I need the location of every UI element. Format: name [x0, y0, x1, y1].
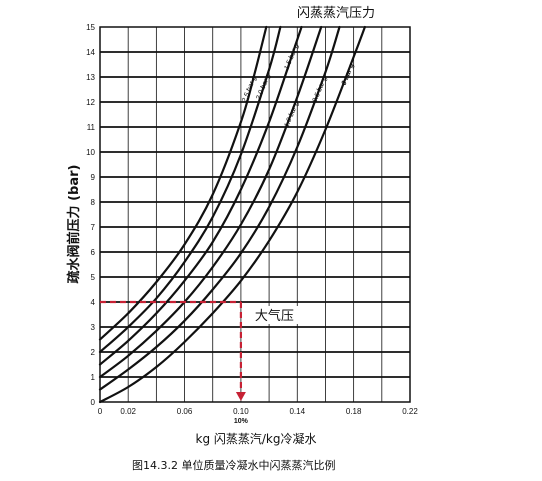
- curve-line: [98, 25, 323, 379]
- y-axis-label: 疏水阀前压力 (bar): [66, 165, 82, 284]
- curves: [98, 25, 366, 404]
- y-tick-label: 0: [91, 398, 96, 407]
- x-tick-label: 0.22: [402, 407, 418, 416]
- plot-frame: [99, 26, 411, 403]
- y-tick-label: 10: [86, 148, 95, 157]
- y-tick-label: 4: [91, 298, 96, 307]
- y-tick-label: 5: [91, 273, 96, 282]
- x-tick-label: 0: [98, 407, 103, 416]
- y-tick-label: 7: [91, 223, 96, 232]
- curve-label: 0.5 bar g: [312, 75, 329, 103]
- y-tick-label: 9: [91, 173, 96, 182]
- figure-caption: 图14.3.2 单位质量冷凝水中闪蒸蒸汽比例: [132, 458, 335, 472]
- annotation-arrow-icon: [235, 392, 246, 401]
- curve-label: 1.0 bar g: [283, 100, 300, 128]
- x-tick-label: 0.02: [120, 407, 136, 416]
- x-tick-label: 0.10: [233, 407, 249, 416]
- y-tick-label: 8: [91, 198, 96, 207]
- y-tick-label: 1: [91, 373, 96, 382]
- atmospheric-annotation: 大气压 10%: [100, 300, 309, 425]
- y-tick-label: 12: [86, 98, 95, 107]
- grid: [99, 26, 411, 403]
- x-tick-label: 0.14: [289, 407, 305, 416]
- y-tick-label: 15: [86, 23, 95, 32]
- chart-title: 闪蒸蒸汽压力: [297, 6, 375, 21]
- curve-line: [98, 25, 366, 404]
- curve-label: 1.5 bar g: [283, 43, 300, 71]
- ten-percent-label: 10%: [234, 418, 249, 425]
- curve-line: [98, 25, 282, 354]
- atmospheric-label-background: [246, 306, 309, 324]
- curve-line: [98, 25, 303, 366]
- y-tick-label: 6: [91, 248, 96, 257]
- y-tick-label: 2: [91, 348, 96, 357]
- atmospheric-label: 大气压: [255, 308, 294, 324]
- x-axis-label: kg 闪蒸蒸汽/kg冷凝水: [196, 431, 317, 446]
- curve-line: [98, 25, 268, 341]
- y-tick-label: 11: [87, 123, 96, 132]
- curve-label: 2.5 bar g: [241, 75, 258, 104]
- curve-line: [98, 25, 341, 391]
- x-tick-label: 0.18: [346, 407, 362, 416]
- x-tick-label: 0.06: [177, 407, 193, 416]
- y-tick-label: 14: [86, 48, 95, 57]
- y-tick-label: 3: [91, 323, 96, 332]
- y-tick-label: 13: [86, 73, 95, 82]
